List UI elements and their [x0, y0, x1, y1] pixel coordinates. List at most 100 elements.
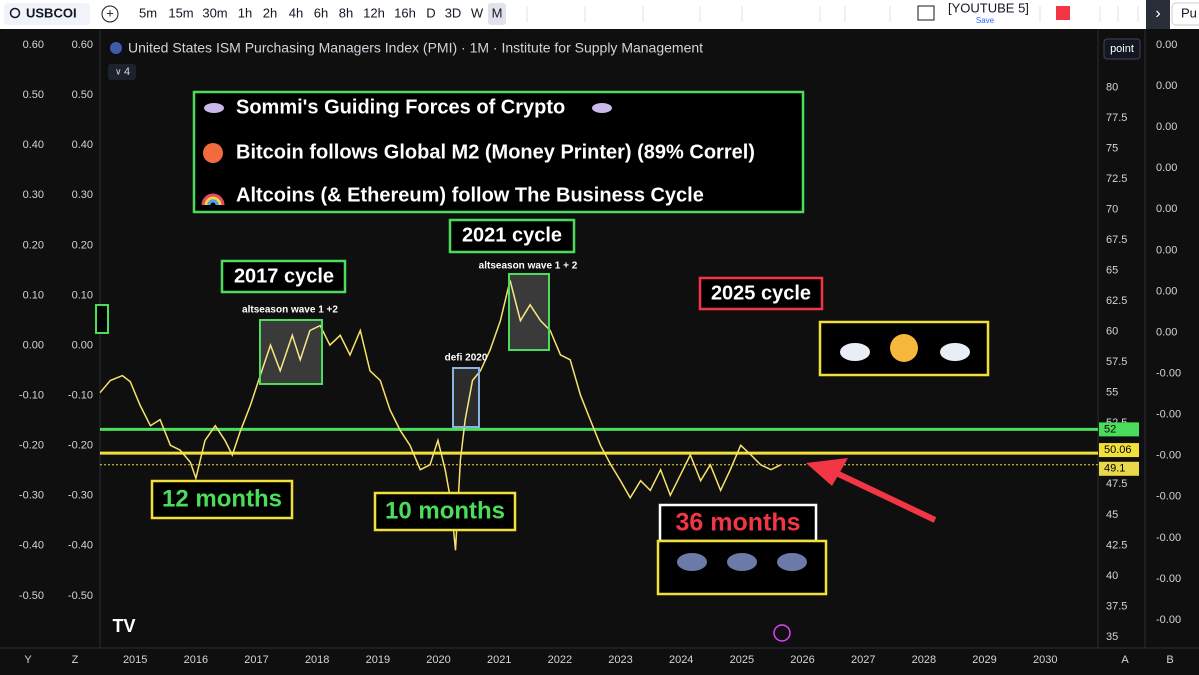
- toolbar: USBCOI + [YOUTUBE 5] Save › Pu 5m 15m 30m 1…: [0, 0, 1199, 29]
- label-box: [220, 259, 347, 294]
- interval[interactable]: 15m: [168, 5, 193, 20]
- storm-icon: [677, 553, 707, 571]
- left-tick-label: -0.40: [68, 540, 93, 552]
- interval[interactable]: 12h: [363, 5, 385, 20]
- alert-icon[interactable]: [773, 624, 791, 642]
- chart-title: United States ISM Purchasing Managers In…: [128, 40, 703, 56]
- y-tick-label: 62.5: [1106, 295, 1127, 307]
- search-icon: [9, 7, 21, 19]
- interval[interactable]: 5m: [139, 5, 157, 20]
- far-right-label: 0.00: [1156, 203, 1177, 215]
- interval[interactable]: 16h: [394, 5, 416, 20]
- interval[interactable]: 3D: [445, 5, 462, 20]
- chevron: ∨: [115, 66, 122, 76]
- price-tag-label: 50.06: [1104, 444, 1132, 456]
- toolbar-bg: [0, 0, 1199, 29]
- far-right-label: -0.00: [1156, 614, 1181, 626]
- annotation: 2025 cycle: [711, 282, 811, 304]
- layout-name[interactable]: [YOUTUBE 5]: [948, 0, 1029, 15]
- interval[interactable]: 30m: [202, 5, 227, 20]
- annotation: 10 months: [385, 497, 505, 524]
- x-tick-label: 2030: [1033, 654, 1057, 666]
- label-box: [150, 479, 294, 520]
- symbol-search[interactable]: [4, 3, 90, 25]
- icon: [592, 103, 612, 113]
- y-tick-label: 45: [1106, 509, 1118, 521]
- record-icon[interactable]: [1056, 6, 1070, 20]
- far-right-label: 0.00: [1156, 285, 1177, 297]
- interval[interactable]: 8h: [339, 5, 353, 20]
- far-right-label: 0.00: [1156, 80, 1177, 92]
- scale-mode-label[interactable]: point: [1110, 43, 1134, 55]
- left-tick-label: 0.60: [72, 39, 93, 51]
- label-box: [698, 276, 824, 311]
- flag-icon: [110, 42, 122, 54]
- annotation: altseason wave 1 + 2: [479, 261, 578, 272]
- region-box: [259, 319, 323, 385]
- scale-mode[interactable]: [1103, 38, 1141, 60]
- left-tick-label: 0.30: [72, 189, 93, 201]
- save[interactable]: Save: [976, 16, 995, 25]
- x-tick-label: 2019: [366, 654, 390, 666]
- left-tick-label: 0.40: [23, 139, 44, 151]
- annotation: Altcoins (& Ethereum) follow The Busines…: [236, 184, 704, 206]
- pmi-line: [99, 280, 782, 551]
- y-tick-label: 42.5: [1106, 539, 1127, 551]
- cloud-icon: [940, 343, 970, 361]
- y-tick-label: 67.5: [1106, 234, 1127, 246]
- arrowhead: [806, 458, 848, 486]
- region-box: [508, 273, 550, 351]
- left-tick-label: 0.60: [23, 39, 44, 51]
- left-tick-label: -0.50: [19, 590, 44, 602]
- price-tag: [1099, 443, 1139, 458]
- far-right-label: 0.00: [1156, 326, 1177, 338]
- interval[interactable]: 4h: [289, 5, 303, 20]
- interval[interactable]: 2h: [263, 5, 277, 20]
- far-right-label: 0.00: [1156, 244, 1177, 256]
- left-tick-label: 0.50: [72, 89, 93, 101]
- label-box: [658, 503, 818, 543]
- left-tick-label: -0.40: [19, 540, 44, 552]
- indicator-toggle[interactable]: [108, 64, 136, 80]
- interval[interactable]: 6h: [314, 5, 328, 20]
- left-tick-label: -0.30: [68, 490, 93, 502]
- icon: [201, 193, 225, 206]
- y-tick-label: 80: [1106, 81, 1118, 93]
- price-tag-label: 49.1: [1104, 463, 1125, 475]
- panel-toggle[interactable]: [1146, 0, 1170, 29]
- headline: Sommi's Guiding Forces of Crypto: [236, 96, 565, 118]
- indicator-count: 4: [124, 66, 130, 78]
- interval[interactable]: D: [426, 5, 435, 20]
- left-tick-label: -0.50: [68, 590, 93, 602]
- icon: [204, 103, 224, 113]
- axis-button[interactable]: Z: [72, 654, 79, 666]
- plus: +: [106, 5, 114, 20]
- interval[interactable]: M: [492, 5, 503, 20]
- axis-button[interactable]: B: [1166, 654, 1173, 666]
- annotation: Bitcoin follows Global M2 (Money Printer…: [236, 141, 755, 163]
- label-box: [373, 491, 517, 532]
- interval[interactable]: 1h: [238, 5, 252, 20]
- y-tick-label: 72.5: [1106, 173, 1127, 185]
- axis-button[interactable]: Y: [24, 654, 32, 666]
- far-right-label: 0.00: [1156, 121, 1177, 133]
- interval[interactable]: W: [471, 5, 484, 20]
- add-symbol[interactable]: [101, 5, 119, 23]
- axis-button[interactable]: A: [1121, 654, 1129, 666]
- left-tick-label: 0.20: [23, 239, 44, 251]
- price-tag-label: 52: [1104, 423, 1116, 435]
- left-tick-label: 0.50: [23, 89, 44, 101]
- price-tag: [1099, 422, 1139, 437]
- x-tick-label: 2025: [730, 654, 754, 666]
- y-tick-label: 47.5: [1106, 478, 1127, 490]
- label-box: [448, 218, 576, 254]
- publish-button[interactable]: [1171, 2, 1199, 26]
- publish[interactable]: Pu: [1181, 5, 1197, 20]
- storm-icon: [727, 553, 757, 571]
- layout-icon[interactable]: [917, 5, 935, 21]
- storm-icon: [777, 553, 807, 571]
- symbol[interactable]: USBCOI: [26, 5, 77, 20]
- x-tick-label: 2018: [305, 654, 329, 666]
- far-right-label: -0.00: [1156, 532, 1181, 544]
